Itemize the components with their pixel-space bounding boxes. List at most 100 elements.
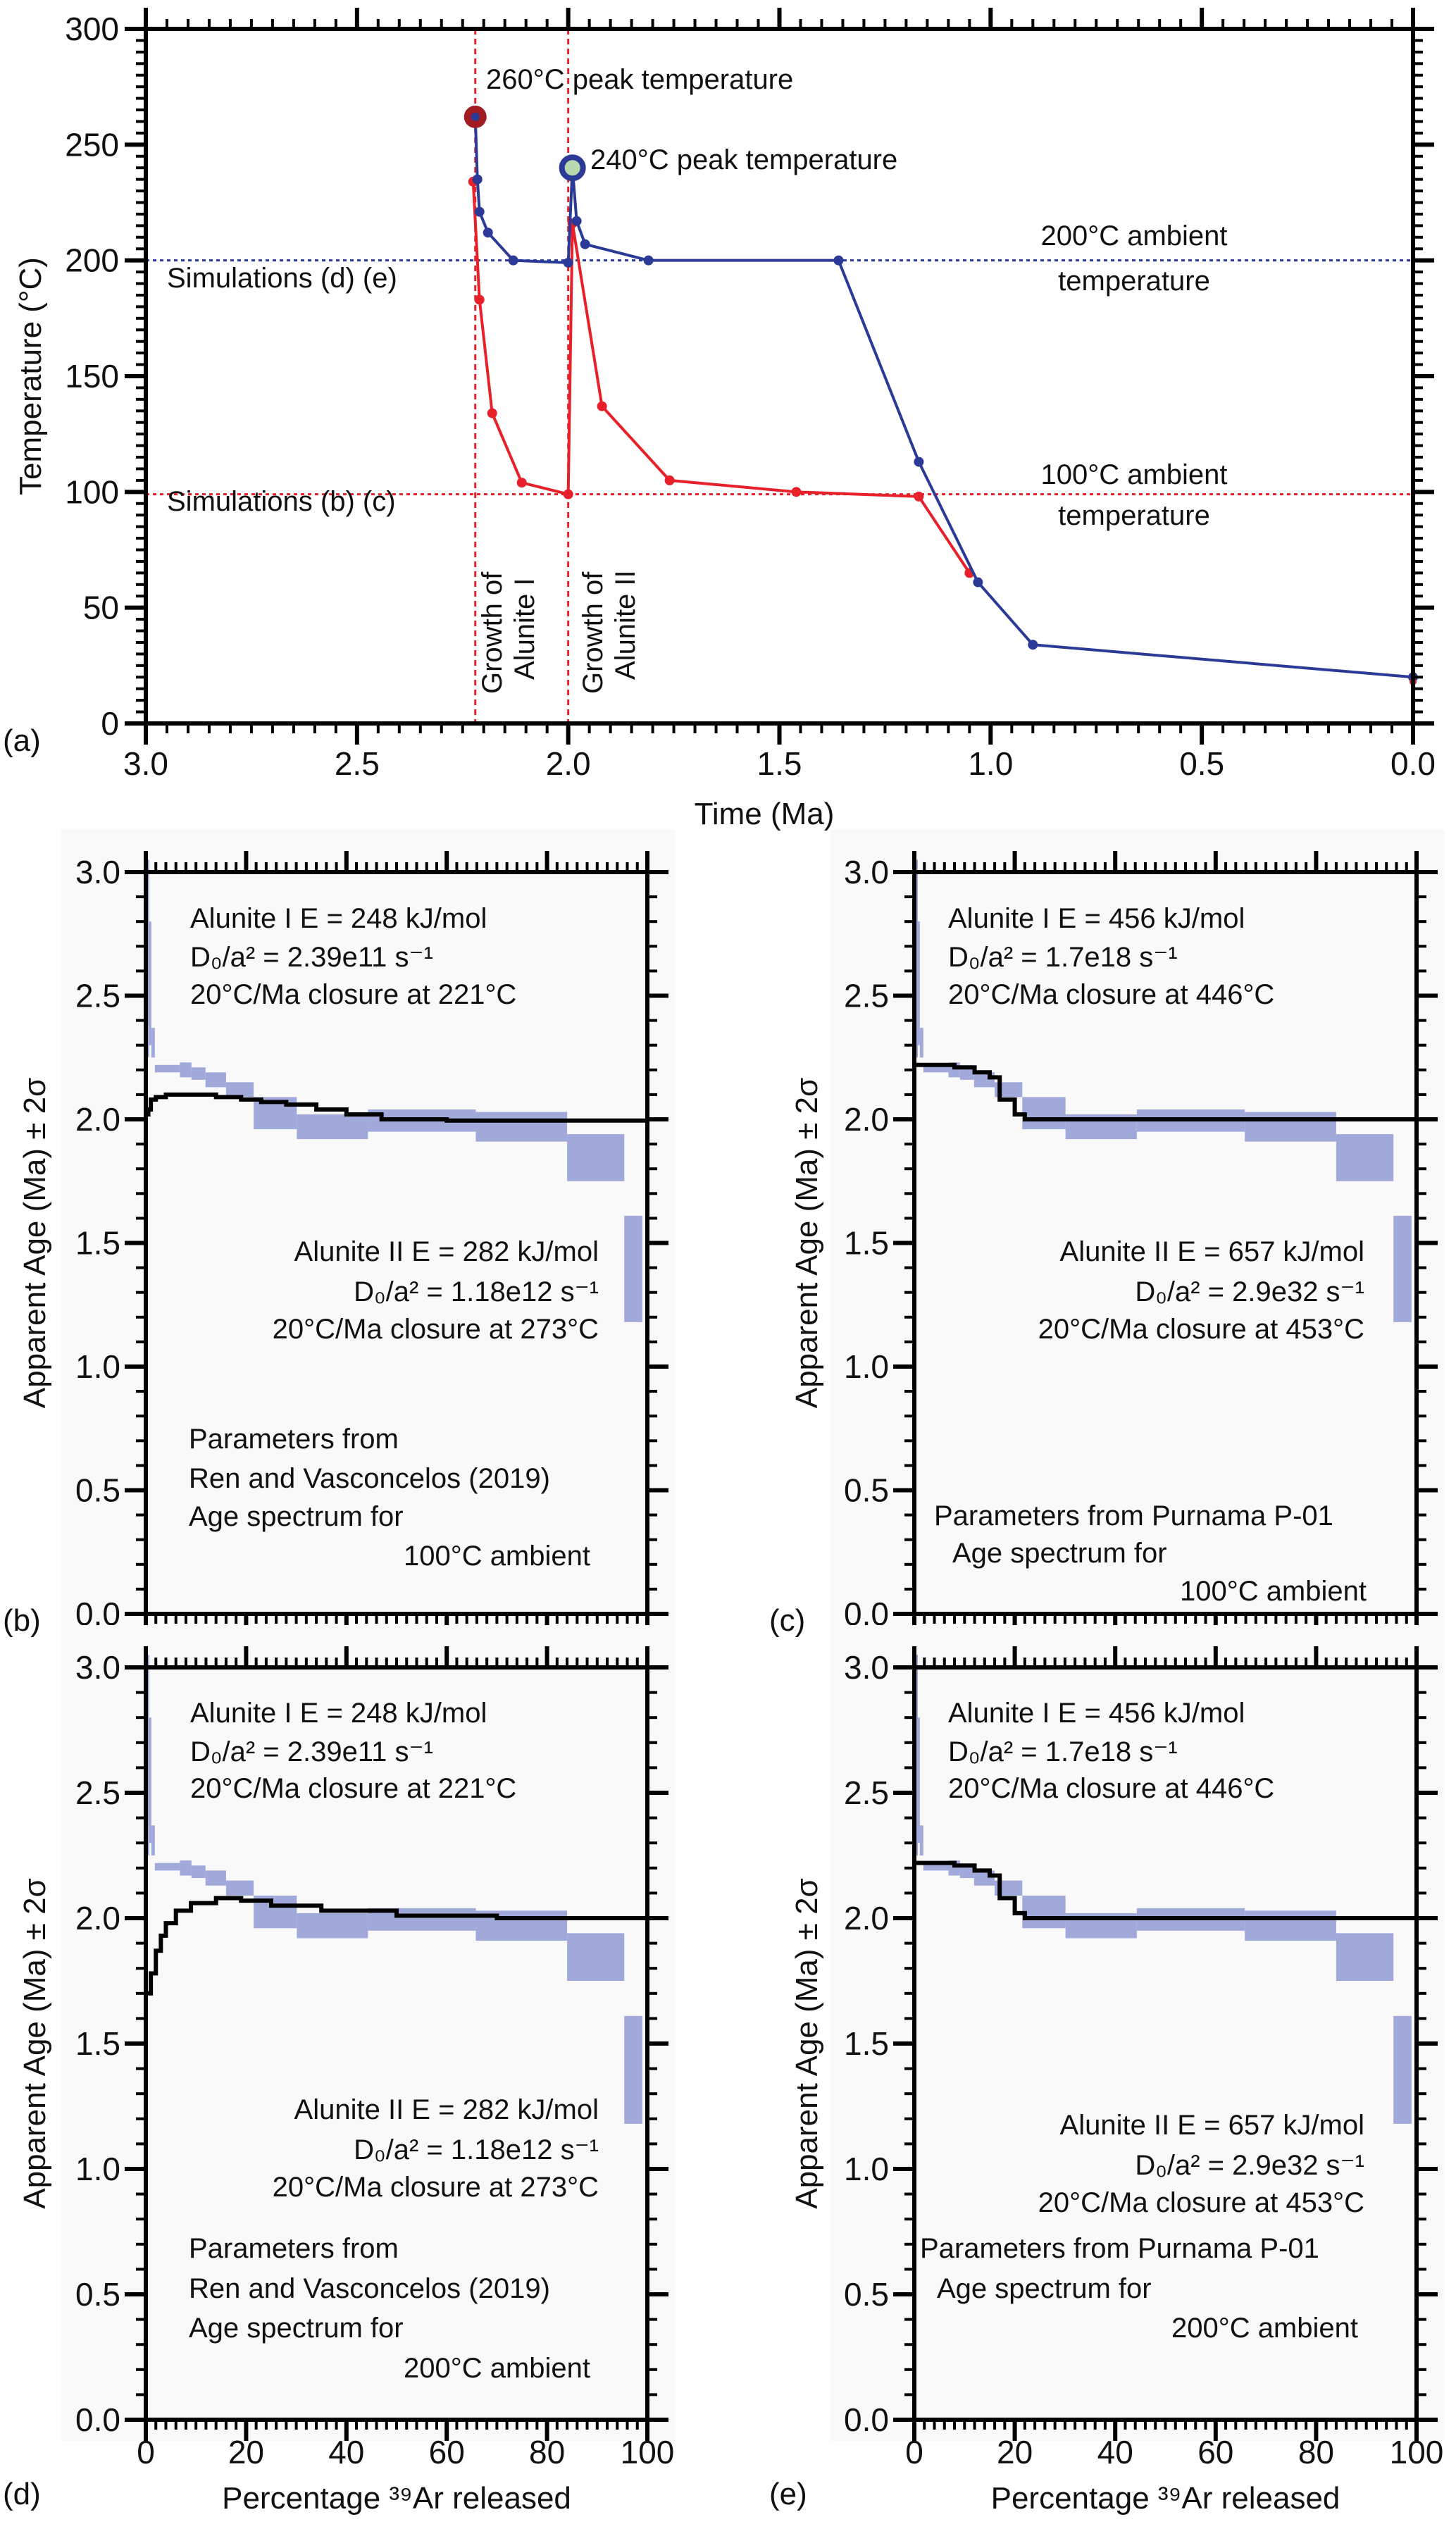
x-tick-label: 60 — [1197, 2434, 1233, 2470]
annotation: 260°C peak temperature — [486, 64, 793, 95]
panel-age-spectrum-e: 0 20 40 60 80 100 0.0 0.5 1.0 1.5 2.0 2.5 3.0 Percent… — [769, 1625, 1445, 2516]
data-point — [664, 475, 675, 485]
x-axis-label: Percentage ³⁹Ar released — [222, 2481, 571, 2516]
parameter-source-note: 100°C ambient — [404, 1541, 590, 1572]
data-point — [791, 487, 802, 497]
parameter-source-note: Parameters from — [189, 2233, 399, 2264]
alunite-1-parameters: 20°C/Ma closure at 221°C — [190, 979, 516, 1010]
alunite-1-parameters: 20°C/Ma closure at 221°C — [190, 1773, 516, 1804]
x-tick-label: 100 — [621, 2434, 675, 2470]
measured-step-box — [1393, 1215, 1412, 1322]
panel-label: (c) — [769, 1603, 805, 1638]
measured-step-box — [225, 1880, 254, 1896]
y-tick-label: 2.5 — [75, 978, 120, 1014]
x-tick-label: 0 — [137, 2434, 155, 2470]
x-tick-label: 80 — [1298, 2434, 1334, 2470]
measured-step-box — [297, 1114, 368, 1140]
annotation: 240°C peak temperature — [590, 144, 897, 175]
y-tick-label: 3.0 — [75, 1649, 120, 1686]
measured-step-box — [919, 1825, 923, 1855]
x-tick-label: 40 — [1097, 2434, 1133, 2470]
alunite-1-parameters: D₀/a² = 1.7e18 s⁻¹ — [948, 942, 1178, 973]
y-tick-label: 100 — [65, 473, 119, 510]
alunite-1-parameters: 20°C/Ma closure at 446°C — [948, 979, 1274, 1010]
alunite-2-parameters: D₀/a² = 1.18e12 s⁻¹ — [354, 1276, 599, 1307]
alunite-1-parameters: Alunite I E = 248 kJ/mol — [190, 1698, 487, 1729]
data-point — [643, 255, 654, 266]
alunite-2-parameters: 20°C/Ma closure at 273°C — [273, 2172, 599, 2203]
model-age-spectrum-line — [146, 1896, 647, 1996]
alunite-2-parameters: Alunite II E = 282 kJ/mol — [294, 1236, 599, 1267]
x-tick-label: 60 — [429, 2434, 465, 2470]
x-tick-label: 20 — [997, 2434, 1033, 2470]
y-tick-label: 3.0 — [844, 1649, 889, 1686]
data-point — [597, 401, 607, 411]
annotation: Simulations (b) (c) — [167, 486, 396, 517]
parameter-source-note: Ren and Vasconcelos (2019) — [189, 2273, 550, 2304]
measured-step-box — [624, 2015, 642, 2124]
parameter-source-note: Ren and Vasconcelos (2019) — [189, 1463, 550, 1494]
y-tick-label: 1.0 — [844, 1348, 889, 1385]
parameter-source-note: 100°C ambient — [1180, 1576, 1367, 1607]
annotation: Alunite I — [509, 578, 540, 680]
parameter-source-note: Age spectrum for — [952, 1538, 1167, 1569]
alunite-2-parameters: D₀/a² = 1.18e12 s⁻¹ — [354, 2134, 599, 2165]
y-tick-label: 1.0 — [844, 2151, 889, 2187]
data-point — [914, 456, 924, 467]
y-tick-label: 2.0 — [844, 1900, 889, 1936]
peak-marker-center — [471, 112, 480, 121]
y-tick-label: 250 — [65, 126, 119, 163]
measured-step-box — [205, 1870, 226, 1886]
data-point — [580, 239, 590, 249]
y-tick-label: 0.5 — [75, 2276, 120, 2313]
alunite-1-parameters: Alunite I E = 456 kJ/mol — [948, 903, 1245, 934]
parameter-source-note: 200°C ambient — [404, 2353, 590, 2384]
parameter-source-note: Parameters from Purnama P-01 — [920, 2233, 1319, 2264]
measured-step-box — [917, 921, 920, 1045]
y-axis-label: Apparent Age (Ma) ± 2σ — [18, 1878, 52, 2209]
y-tick-label: 0 — [101, 705, 119, 742]
annotation: 100°C ambient — [1040, 459, 1227, 490]
measured-step-box — [475, 1112, 568, 1142]
measured-step-box — [180, 1860, 192, 1876]
y-tick-label: 0.0 — [844, 2401, 889, 2438]
data-point — [833, 255, 844, 266]
panel-age-spectrum-b: 0204060801000.00.51.01.52.02.53.0Percent… — [3, 830, 676, 1710]
measured-step-box — [1245, 1112, 1336, 1142]
y-tick-label: 0.5 — [844, 1472, 889, 1509]
alunite-2-parameters: 20°C/Ma closure at 453°C — [1038, 2187, 1364, 2218]
measured-step-box — [225, 1082, 254, 1098]
x-tick-label: 1.0 — [968, 745, 1013, 782]
y-tick-label: 1.5 — [75, 2025, 120, 2062]
y-tick-label: 0.5 — [75, 1472, 120, 1509]
alunite-1-parameters: D₀/a² = 2.39e11 s⁻¹ — [190, 942, 433, 973]
measured-step-box — [1336, 1933, 1394, 1981]
annotation: 200°C ambient — [1040, 220, 1227, 251]
annotation: Alunite II — [610, 570, 641, 680]
x-axis-label: Time (Ma) — [695, 797, 835, 831]
measured-step-box — [919, 1028, 923, 1058]
alunite-2-parameters: D₀/a² = 2.9e32 s⁻¹ — [1135, 1276, 1364, 1307]
measured-step-box — [1022, 1097, 1066, 1130]
data-point — [472, 174, 483, 185]
measured-step-box — [191, 1865, 206, 1879]
plot-area — [146, 29, 1413, 723]
panel-age-spectrum-c: 0204060801000.00.51.01.52.02.53.0Percent… — [769, 830, 1445, 1710]
annotation: temperature — [1058, 500, 1210, 531]
model-age-spectrum-line — [146, 1092, 647, 1123]
panel-background — [61, 1625, 676, 2441]
x-tick-label: 2.0 — [546, 745, 591, 782]
x-tick-label: 0 — [905, 2434, 923, 2470]
measured-step-box — [151, 1028, 155, 1058]
alunite-1-parameters: Alunite I E = 248 kJ/mol — [190, 903, 487, 934]
x-axis-label: Percentage ³⁹Ar released — [991, 2481, 1340, 2516]
measured-step-box — [1393, 2015, 1412, 2124]
y-tick-label: 0.0 — [75, 2401, 120, 2438]
y-tick-label: 2.0 — [75, 1101, 120, 1138]
measured-step-box — [149, 921, 151, 1045]
y-tick-label: 1.5 — [75, 1225, 120, 1262]
measured-step-box — [191, 1067, 206, 1080]
data-point — [474, 294, 485, 305]
annotation: Growth of — [578, 571, 609, 694]
measured-step-box — [205, 1072, 226, 1088]
